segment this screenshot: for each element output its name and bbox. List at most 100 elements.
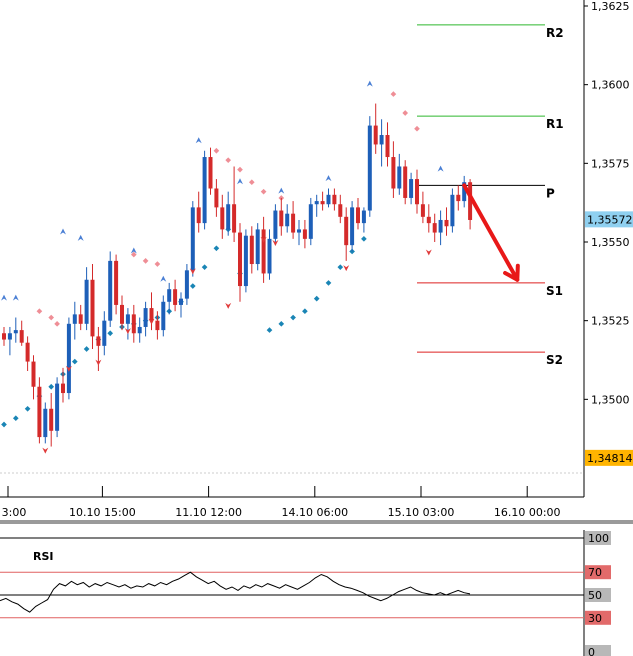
bear-candle — [196, 207, 201, 224]
bull-candle — [226, 204, 231, 230]
sar-dot — [201, 264, 208, 271]
bull-candle — [267, 238, 272, 274]
bear-candle — [338, 204, 343, 217]
pivot-label-p: P — [546, 186, 555, 200]
low-price-label: 1,34814 — [587, 452, 633, 465]
rsi-tick-badge — [585, 588, 611, 602]
sar-dot — [71, 358, 78, 365]
pivot-label-s2: S2 — [546, 353, 563, 367]
rsi-title: RSI — [33, 550, 54, 563]
fractal-down-icon — [42, 447, 49, 454]
bear-candle — [468, 182, 473, 220]
sar-dot — [266, 327, 273, 333]
bull-candle — [438, 219, 443, 233]
current-price-label: 1,35572 — [587, 213, 633, 226]
bear-candle — [31, 361, 36, 387]
pivot-label-r2: R2 — [546, 26, 564, 40]
rsi-tick-label: 70 — [588, 566, 602, 579]
sar-dot — [302, 308, 308, 315]
bear-candle — [208, 157, 213, 189]
bear-candle — [61, 383, 65, 394]
low-price-badge — [585, 449, 633, 466]
fractal-down-icon — [148, 318, 155, 325]
bull-candle — [361, 210, 366, 224]
resistance-dot — [402, 110, 409, 116]
fractal-down-icon — [95, 359, 102, 366]
fractal-down-icon — [343, 265, 350, 272]
bull-candle — [137, 326, 142, 334]
bear-candle — [420, 204, 425, 217]
bear-candle — [302, 229, 307, 239]
plot-background — [0, 0, 584, 484]
rsi-tick-label: 0 — [588, 646, 595, 656]
bear-candle — [19, 330, 24, 343]
x-tick-label: 11.10 12:00 — [175, 506, 242, 519]
resistance-dot — [237, 166, 243, 173]
fractal-down-icon — [272, 240, 279, 246]
bear-candle — [155, 320, 160, 331]
rsi-tick-badge — [585, 565, 611, 580]
fractal-up-icon — [437, 165, 444, 172]
bear-candle — [114, 260, 119, 305]
fractal-up-icon — [160, 275, 167, 282]
bear-candle — [332, 194, 337, 205]
resistance-dot — [154, 261, 161, 267]
bull-candle — [308, 204, 313, 239]
y-tick-label: 1,3600 — [591, 79, 630, 92]
bear-candle — [232, 204, 237, 233]
resistance-dot — [260, 188, 267, 195]
bear-candle — [120, 304, 124, 324]
forecast-arrow-shaft — [462, 183, 520, 282]
resistance-dot — [414, 125, 420, 132]
sar-dot — [83, 346, 90, 352]
bull-candle — [125, 314, 130, 324]
bear-candle — [432, 223, 437, 233]
bull-candle — [379, 135, 384, 145]
bull-candle — [184, 270, 189, 299]
bear-candle — [291, 213, 296, 233]
bear-candle — [373, 125, 378, 145]
y-tick-label: 1,3525 — [591, 315, 630, 328]
bull-candle — [350, 207, 355, 246]
bull-candle — [13, 330, 18, 334]
bear-candle — [279, 210, 284, 227]
bear-candle — [149, 308, 154, 321]
x-tick-label: 3:00 — [2, 506, 27, 519]
bull-candle — [202, 157, 207, 224]
fractal-up-icon — [12, 294, 19, 301]
bear-candle — [391, 157, 396, 189]
fractal-up-icon — [237, 178, 243, 185]
resistance-dot — [248, 179, 255, 186]
rsi-plot: RSI 100 70 50 30 0 — [0, 520, 633, 656]
bear-candle — [456, 194, 461, 202]
bear-candle — [2, 333, 6, 340]
bull-candle — [285, 213, 290, 227]
pivot-label-r1: R1 — [546, 117, 564, 131]
bull-candle — [161, 301, 166, 331]
fractal-down-icon — [425, 249, 432, 256]
x-tick-label: 14.10 06:00 — [281, 506, 348, 519]
resistance-dot — [142, 258, 149, 264]
bull-candle — [314, 201, 319, 205]
bear-candle — [173, 289, 178, 305]
sar-dot — [313, 295, 320, 302]
fractal-down-icon — [65, 365, 72, 372]
bear-candle — [403, 166, 408, 198]
sar-dot — [107, 330, 114, 337]
resistance-dot — [225, 157, 232, 164]
bear-candle — [96, 336, 101, 346]
bull-candle — [397, 166, 402, 189]
rsi-tick-badge — [585, 610, 611, 625]
bear-candle — [131, 314, 136, 334]
fractal-up-icon — [77, 234, 84, 241]
y-tick-label: 1,3500 — [591, 393, 630, 406]
bull-candle — [102, 320, 107, 346]
fractal-down-icon — [260, 236, 267, 243]
fractal-up-icon — [1, 294, 7, 301]
fractal-down-icon — [189, 268, 196, 275]
bear-candle — [344, 216, 349, 246]
pivot-label-s1: S1 — [546, 284, 563, 298]
bull-candle — [66, 323, 71, 394]
bear-candle — [356, 207, 360, 224]
